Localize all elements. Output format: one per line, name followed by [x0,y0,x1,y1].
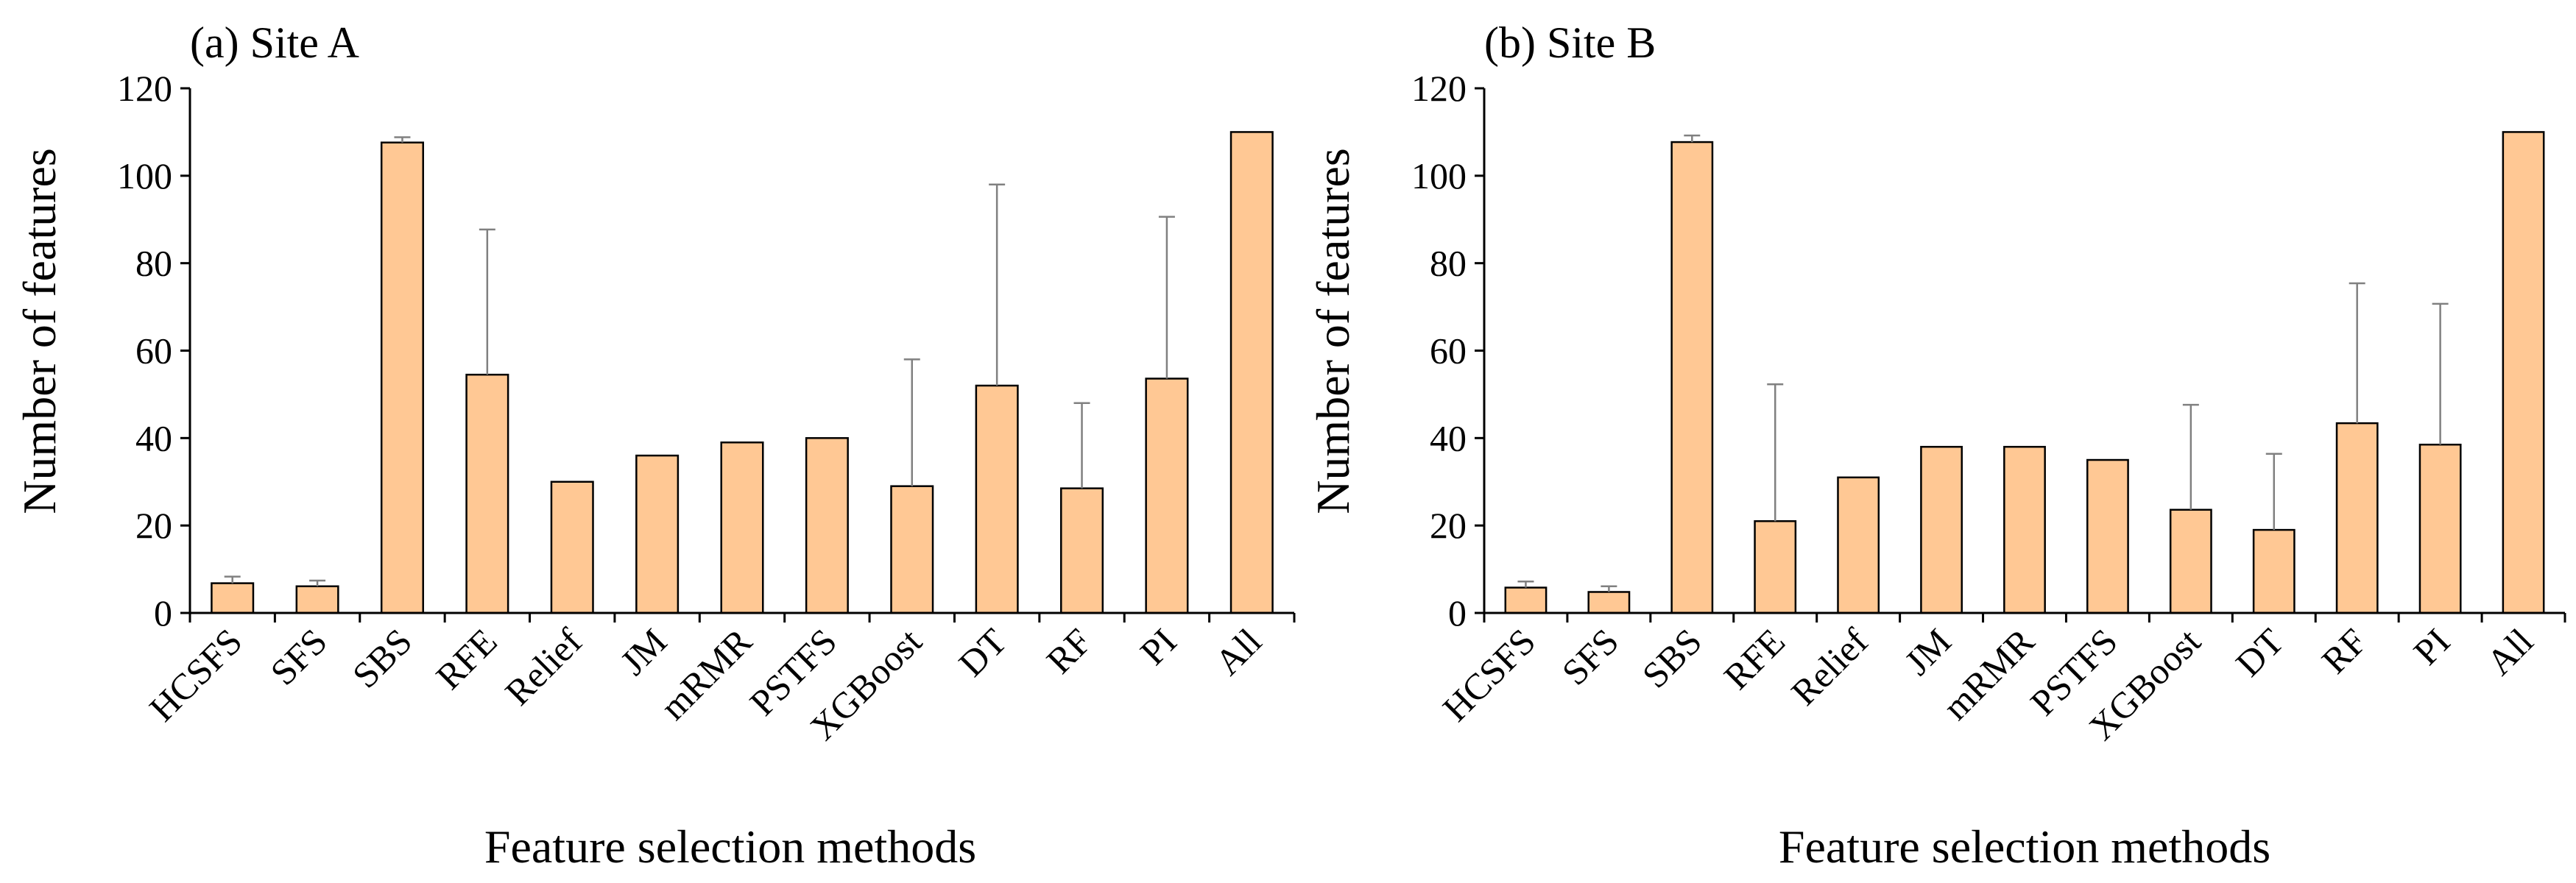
y-tick-label: 20 [1430,505,1467,546]
bar-all [1229,131,1274,614]
x-tick-label: RFE [1716,620,1793,697]
x-tick-label: PI [2405,620,2457,673]
bar-rfe [465,373,509,614]
bar-dt [975,384,1019,614]
chart-title: (a) Site A [190,18,359,67]
bar-relief [1837,476,1880,614]
bar-pstfs [2086,458,2129,614]
chart-panel-site-b: (b) Site B Number of features Feature se… [1307,18,2566,873]
x-tick-label: mRMR [652,620,760,728]
y-tick-label: 120 [1411,68,1467,109]
bar-rfe [1754,519,1797,614]
bars-group [1504,131,2545,614]
bar-relief [550,480,594,614]
bar-pi [1145,377,1189,614]
bar-pstfs [805,437,849,614]
bar-dt [2252,528,2296,614]
bar-hcsfs [1504,586,1548,614]
x-tick-label: All [2479,620,2541,683]
bar-sfs [1587,591,1631,614]
bar-jm [1920,445,1963,614]
x-tick-label: mRMR [1935,620,2042,728]
bar-sfs [295,585,339,614]
x-tick-label: HCSFS [141,620,250,729]
bar-rf [2335,422,2379,614]
chart-panel-site-a: (a) Site A Number of features Feature se… [13,18,1296,873]
x-tick-label: DT [950,620,1014,684]
x-tick-label: RF [2314,620,2375,681]
x-tick-label: SFS [262,620,335,693]
x-tick-label: SBS [1634,620,1710,696]
x-tick-label: All [1207,620,1269,683]
x-axis-title: Feature selection methods [484,820,976,873]
bar-pi [2418,444,2462,614]
x-tick-label: Relief [1783,620,1876,713]
x-tick-label: JM [1896,620,1959,683]
bar-jm [635,454,680,614]
x-tick-label: RF [1038,620,1099,681]
bars-group [211,131,1274,614]
x-tick-label: Relief [497,620,590,713]
x-tick-label: HCSFS [1435,620,1544,729]
y-tick-label: 60 [135,330,172,372]
y-axis-title: Number of features [1307,148,1359,514]
y-tick-label: 120 [117,68,172,109]
y-tick-label: 100 [1411,155,1467,196]
y-tick-label: 40 [135,417,172,458]
y-tick-label: 100 [117,155,172,196]
y-tick-label: 80 [135,243,172,284]
y-tick-label: 20 [135,505,172,546]
bar-xgboost [890,485,934,614]
bar-hcsfs [211,582,255,614]
bar-mrmr [2003,445,2046,614]
y-tick-label: 60 [1430,330,1467,372]
y-axis-title: Number of features [13,148,66,514]
chart-title: (b) Site B [1484,18,1656,67]
bar-sbs [380,141,424,614]
x-tick-label: SBS [345,620,420,696]
x-tick-label: RFE [428,620,504,697]
bar-mrmr [720,442,764,614]
y-tick-label: 80 [1430,243,1467,284]
bar-sbs [1670,141,1714,614]
y-tick-label: 0 [1448,592,1467,634]
x-tick-label: DT [2228,620,2292,684]
x-axis-title: Feature selection methods [1779,820,2270,873]
bar-xgboost [2169,508,2212,614]
y-tick-label: 0 [154,592,172,634]
x-tick-label: PI [1132,620,1185,673]
x-tick-label: JM [613,620,675,683]
bar-rf [1060,487,1104,614]
y-tick-label: 40 [1430,417,1467,458]
bar-all [2502,131,2545,614]
x-tick-label: SFS [1554,620,1627,693]
